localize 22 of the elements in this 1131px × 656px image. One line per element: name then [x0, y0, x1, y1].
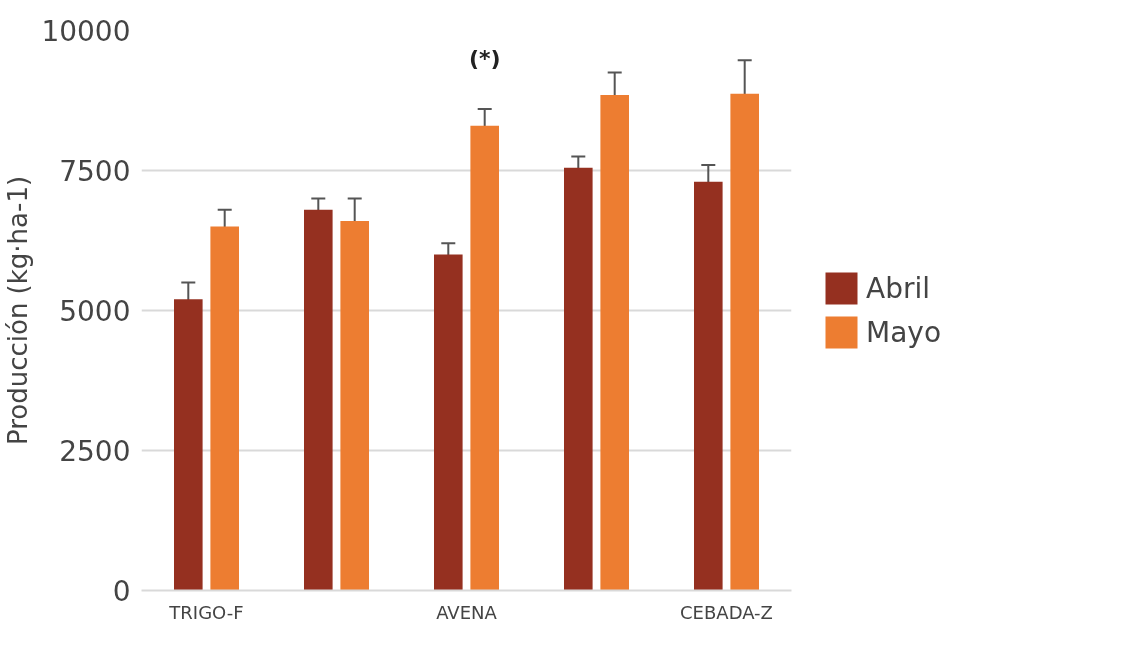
bar [694, 181, 723, 591]
y-tick-label: 7500 [59, 155, 131, 188]
legend-label: Abril [866, 271, 930, 305]
y-axis-title: Producción (kg·ha-1) [3, 175, 34, 446]
x-tick-label: CEBADA-Z [680, 601, 773, 623]
bar [304, 209, 333, 591]
bar [340, 220, 369, 591]
bar [210, 226, 239, 591]
bar [434, 254, 463, 591]
y-tick-label: 2500 [59, 435, 131, 468]
x-tick-label: TRIGO-F [168, 601, 244, 623]
bar [470, 125, 499, 591]
y-tick-label: 10000 [41, 15, 131, 48]
bar [730, 93, 759, 591]
y-tick-label: 0 [112, 575, 131, 608]
annotation: (*) [468, 46, 501, 71]
x-tick-label: AVENA [436, 601, 498, 623]
bar [600, 94, 629, 591]
bar [564, 167, 593, 591]
legend-label: Mayo [866, 315, 942, 349]
y-tick-label: 5000 [59, 295, 131, 328]
bar [174, 299, 203, 591]
